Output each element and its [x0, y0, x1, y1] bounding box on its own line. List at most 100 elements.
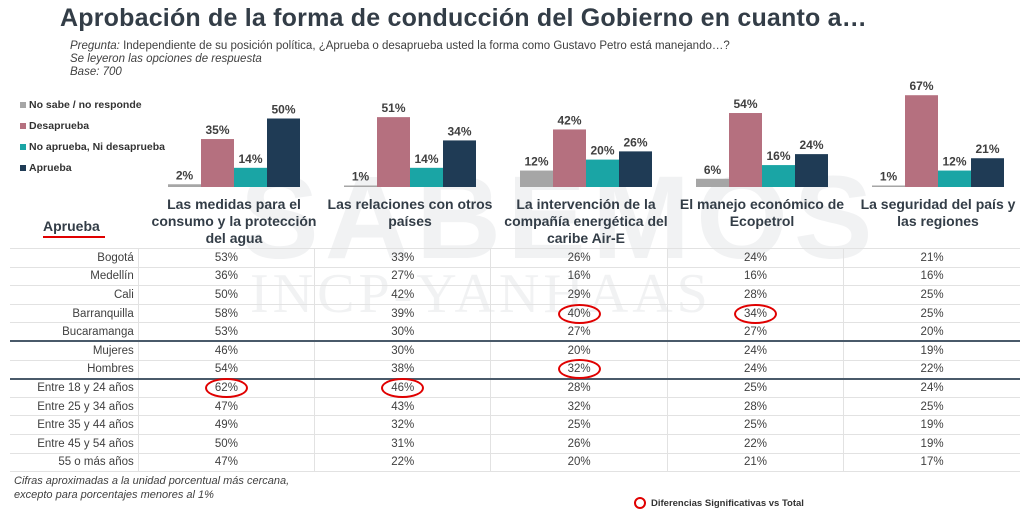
- cell-value: 22%: [743, 437, 767, 450]
- cell-value: 33%: [391, 251, 415, 264]
- cell-value: 31%: [391, 437, 415, 450]
- table-cell: 26%: [490, 248, 668, 268]
- table-cell: 22%: [843, 360, 1020, 380]
- cell-value: 47%: [214, 456, 238, 469]
- row-label: Medellín: [10, 267, 139, 287]
- table-cell: 29%: [490, 285, 668, 305]
- table-cell: 27%: [490, 322, 668, 343]
- table-row: Bogotá 53% 33% 26% 24% 21%: [10, 248, 1020, 268]
- cell-value: 21%: [920, 251, 944, 264]
- bar-ni-2: [586, 159, 619, 187]
- cell-value: 50%: [214, 437, 238, 450]
- cell-value: 28%: [567, 382, 591, 395]
- cell-value: 54%: [214, 363, 238, 376]
- cell-value: 53%: [214, 325, 238, 338]
- table-cell: 25%: [666, 415, 844, 435]
- table-cell: 19%: [843, 434, 1020, 454]
- row-label: Cali: [10, 285, 139, 305]
- table-cell: 53%: [137, 248, 315, 268]
- table-cell: 32%: [314, 415, 491, 435]
- bar-label-no-sabe-0: 2%: [176, 168, 194, 182]
- table-cell: 21%: [666, 453, 844, 473]
- bar-desaprueba-1: [377, 117, 410, 187]
- table-cell: 16%: [666, 267, 844, 287]
- cell-value: 49%: [214, 419, 238, 432]
- table-row: Entre 25 y 34 años 47% 43% 32% 28% 25%: [10, 397, 1020, 417]
- table-cell: 20%: [843, 322, 1020, 343]
- table-cell: 50%: [137, 285, 315, 305]
- bar-desaprueba-2: [553, 129, 586, 187]
- bar-label-ni-4: 12%: [942, 155, 966, 169]
- bar-label-desaprueba-2: 42%: [557, 113, 581, 127]
- table-row: 55 o más años 47% 22% 20% 21% 17%: [10, 453, 1020, 473]
- cell-value: 25%: [920, 400, 944, 413]
- cell-value: 38%: [391, 363, 415, 376]
- bar-no-sabe-4: [872, 185, 905, 187]
- legend-item-desaprueba: Desaprueba: [20, 115, 165, 136]
- table-cell: 32%: [490, 359, 668, 380]
- table-cell: 47%: [137, 397, 315, 417]
- bar-label-ni-0: 14%: [238, 152, 262, 166]
- bar-label-no-sabe-2: 12%: [524, 155, 548, 169]
- significant-value: 32%: [557, 359, 601, 380]
- table-cell: 53%: [137, 322, 315, 343]
- table-cell: 19%: [843, 341, 1020, 361]
- table-cell: 20%: [490, 341, 668, 361]
- bar-no-sabe-3: [696, 178, 729, 187]
- cell-value: 19%: [920, 345, 944, 358]
- cell-value: 27%: [567, 325, 591, 338]
- cell-value: 29%: [567, 288, 591, 301]
- cell-value: 58%: [214, 307, 238, 320]
- cell-value: 16%: [743, 270, 767, 283]
- table-cell: 28%: [490, 378, 668, 398]
- bar-aprueba-0: [267, 118, 300, 187]
- row-label: Bogotá: [10, 248, 139, 268]
- cell-value: 26%: [567, 251, 591, 264]
- table-cell: 28%: [666, 285, 844, 305]
- bar-aprueba-1: [443, 140, 476, 187]
- table-cell: 34%: [666, 303, 844, 324]
- bar-ni-0: [234, 167, 267, 187]
- row-label: 55 o más años: [10, 453, 139, 473]
- row-label: Barranquilla: [10, 304, 139, 324]
- cell-value: 32%: [567, 400, 591, 413]
- cell-value: 32%: [391, 419, 415, 432]
- table-cell: 62%: [137, 378, 315, 399]
- table-cell: 46%: [137, 341, 315, 361]
- legend-item-no-sabe: No sabe / no responde: [20, 94, 165, 115]
- bar-desaprueba-0: [201, 139, 234, 187]
- cell-value: 28%: [743, 288, 767, 301]
- bar-label-no-sabe-1: 1%: [352, 170, 370, 184]
- table-cell: 39%: [314, 304, 491, 324]
- table-row: Barranquilla 58% 39% 40% 34% 25%: [10, 303, 1020, 324]
- table-cell: 33%: [314, 248, 491, 268]
- question-text: Independiente de su posición política, ¿…: [119, 40, 730, 52]
- table-cell: 25%: [666, 378, 844, 398]
- table-cell: 20%: [490, 453, 668, 473]
- bar-label-ni-2: 20%: [590, 144, 614, 158]
- table-cell: 49%: [137, 415, 315, 435]
- cell-value: 53%: [214, 251, 238, 264]
- bar-label-aprueba-4: 21%: [975, 142, 999, 156]
- table-cell: 22%: [666, 434, 844, 454]
- bar-label-no-sabe-4: 1%: [880, 170, 898, 184]
- table-cell: 24%: [843, 378, 1020, 398]
- bar-label-no-sabe-3: 6%: [704, 163, 722, 177]
- table-cell: 28%: [666, 397, 844, 417]
- bar-label-desaprueba-1: 51%: [381, 101, 405, 115]
- bar-label-aprueba-3: 24%: [799, 138, 823, 152]
- significant-value: 62%: [204, 378, 248, 399]
- table-cell: 30%: [314, 341, 491, 361]
- cell-value: 26%: [567, 437, 591, 450]
- row-label: Entre 45 y 54 años: [10, 434, 139, 454]
- bar-label-ni-1: 14%: [414, 152, 438, 166]
- table-row: Medellín 36% 27% 16% 16% 16%: [10, 267, 1020, 287]
- table-cell: 54%: [137, 360, 315, 380]
- table-heading: Aprueba: [43, 218, 100, 234]
- category-label-air-e: La intervención de la compañía energétic…: [504, 196, 668, 246]
- table-cell: 27%: [314, 267, 491, 287]
- table-row: Bucaramanga 53% 30% 27% 27% 20%: [10, 322, 1020, 343]
- table-heading-underline: [43, 236, 105, 238]
- cell-value: 20%: [920, 325, 944, 338]
- footnote: Cifras aproximadas a la unidad porcentua…: [14, 475, 290, 501]
